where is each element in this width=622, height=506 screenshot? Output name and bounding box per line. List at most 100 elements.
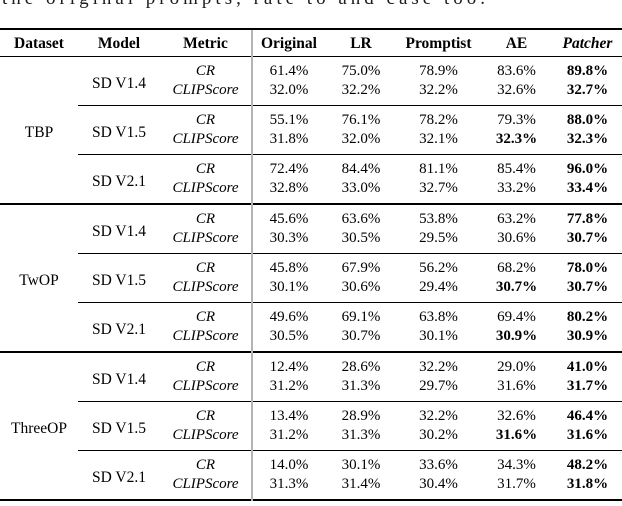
value-cell-lr: 30.5% xyxy=(341,230,381,246)
value-cell-ae: 33.2% xyxy=(497,180,536,196)
value-cell-promptist: 32.7% xyxy=(419,180,458,196)
table-row: SD V2.1 CR 72.4% 84.4% 81.1% 85.4% 96.0% xyxy=(0,154,622,204)
table-row: SD V2.1 CR 14.0% 30.1% 33.6% 34.3% 48.2% xyxy=(0,450,622,500)
value-cell-patcher: 31.8% xyxy=(566,476,609,492)
metric-cell: CLIPScore xyxy=(172,476,239,492)
model-cell: SD V2.1 xyxy=(78,450,160,500)
value-cell-ae: 68.2% xyxy=(480,253,553,278)
value-cell-promptist: 29.5% xyxy=(419,230,458,246)
value-cell-ae: 63.2% xyxy=(480,203,553,229)
header-ae: AE xyxy=(480,28,553,57)
value-cell-ae: 69.4% xyxy=(480,302,553,327)
value-cell-original: 31.2% xyxy=(251,426,325,451)
value-cell-ae: 31.6% xyxy=(495,427,538,443)
value-cell-original: 32.0% xyxy=(251,81,325,106)
value-cell-promptist: 30.2% xyxy=(419,427,458,443)
clipped-caption-text: the original prompts, rate to and case t… xyxy=(2,0,620,11)
value-cell-lr: 76.1% xyxy=(325,105,397,130)
header-original: Original xyxy=(251,28,325,57)
value-cell-patcher: 41.0% xyxy=(553,351,622,377)
value-cell-promptist: 53.8% xyxy=(397,203,480,229)
metric-cell: CR xyxy=(160,302,252,327)
value-cell-lr: 31.4% xyxy=(341,476,381,492)
header-model: Model xyxy=(78,28,160,57)
value-cell-lr: 30.6% xyxy=(341,279,381,295)
value-cell-patcher: 77.8% xyxy=(553,203,622,229)
dataset-cell: TBP xyxy=(24,124,54,141)
table-row: CLIPScore 30.1% 30.6% 29.4% 30.7% 30.7% xyxy=(0,278,622,303)
table-row: CLIPScore 30.3% 30.5% 29.5% 30.6% 30.7% xyxy=(0,229,622,254)
value-cell-original: 45.8% xyxy=(251,253,325,278)
value-cell-ae: 32.6% xyxy=(480,401,553,426)
value-cell-lr: 67.9% xyxy=(325,253,397,278)
value-cell-ae: 34.3% xyxy=(480,450,553,475)
value-cell-promptist: 29.4% xyxy=(419,279,458,295)
value-cell-promptist: 78.9% xyxy=(419,63,458,79)
dataset-cell: TwOP xyxy=(0,203,78,352)
table-row: CLIPScore 32.0% 32.2% 32.2% 32.6% 32.7% xyxy=(0,81,622,106)
dataset-cell: ThreeOP xyxy=(0,351,78,500)
value-cell-ae: 79.3% xyxy=(480,105,553,130)
value-cell-promptist: 30.4% xyxy=(419,476,458,492)
value-cell-original: 32.8% xyxy=(251,179,325,204)
model-cell: SD V1.5 xyxy=(78,253,160,303)
table-row: ThreeOP SD V1.4 CR 12.4% 28.6% 32.2% 29.0% 41.0… xyxy=(0,351,622,500)
value-cell-original: 30.5% xyxy=(251,327,325,352)
model-cell: SD V1.4 xyxy=(92,75,146,92)
value-cell-original: 30.3% xyxy=(251,229,325,254)
value-cell-promptist: 32.2% xyxy=(419,82,458,98)
header-row: Dataset Model Metric Original LR Prompti… xyxy=(0,28,622,57)
header-patcher: Patcher xyxy=(553,28,622,57)
table-row: TwOP SD V1.4 CR 45.6% 63.6% 53.8% 63.2% 77.8% xyxy=(0,203,622,352)
metric-cell: CR xyxy=(160,351,252,377)
value-cell-promptist: 32.2% xyxy=(397,351,480,377)
value-cell-lr: 63.6% xyxy=(325,203,397,229)
value-cell-patcher: 78.0% xyxy=(553,253,622,278)
value-cell-original: 13.4% xyxy=(251,401,325,426)
value-cell-original: 30.1% xyxy=(251,278,325,303)
metric-cell: CLIPScore xyxy=(172,378,239,394)
table-row: CLIPScore 31.2% 31.3% 29.7% 31.6% 31.7% xyxy=(0,377,622,402)
table-row: TBP SD V1.4 CR 61.4% 75.0% 78.9% 83.6% 89.8% xyxy=(0,56,622,141)
value-cell-ae: 32.3% xyxy=(495,131,538,147)
metric-cell: CR xyxy=(160,401,252,426)
value-cell-patcher: 88.0% xyxy=(553,105,622,130)
header-dataset: Dataset xyxy=(0,28,78,57)
value-cell-lr: 84.4% xyxy=(325,154,397,179)
value-cell-patcher: 30.7% xyxy=(566,279,609,295)
header-metric: Metric xyxy=(160,28,252,57)
metric-cell: CR xyxy=(160,450,252,475)
value-cell-lr: 32.0% xyxy=(341,131,381,147)
value-cell-patcher: 30.7% xyxy=(566,230,609,246)
value-cell-patcher: 30.9% xyxy=(566,328,609,344)
value-cell-lr: 28.9% xyxy=(325,401,397,426)
table-row: CLIPScore 31.8% 32.0% 32.1% 32.3% 32.3% xyxy=(0,130,622,155)
value-cell-original: 31.8% xyxy=(251,130,325,155)
model-cell: SD V1.4 xyxy=(78,203,160,254)
header-lr: LR xyxy=(325,28,397,57)
table-row: CLIPScore 31.2% 31.3% 30.2% 31.6% 31.6% xyxy=(0,426,622,451)
table-row: CLIPScore 31.3% 31.4% 30.4% 31.7% 31.8% xyxy=(0,475,622,500)
table-row: SD V2.1 CR 49.6% 69.1% 63.8% 69.4% 80.2% xyxy=(0,302,622,352)
value-cell-lr: 28.6% xyxy=(325,351,397,377)
value-cell-original: 55.1% xyxy=(251,105,325,130)
metric-cell: CLIPScore xyxy=(172,279,239,295)
value-cell-original: 14.0% xyxy=(251,450,325,475)
value-cell-lr: 30.7% xyxy=(341,328,381,344)
value-cell-patcher: 80.2% xyxy=(553,302,622,327)
value-cell-ae: 32.6% xyxy=(497,82,536,98)
model-cell: SD V1.5 xyxy=(78,105,160,155)
value-cell-original: 31.2% xyxy=(251,377,325,402)
metric-cell: CLIPScore xyxy=(172,180,239,196)
value-cell-original: 12.4% xyxy=(251,351,325,377)
value-cell-promptist: 32.1% xyxy=(419,131,458,147)
value-cell-original: 49.6% xyxy=(251,302,325,327)
header-promptist: Promptist xyxy=(397,28,480,57)
value-cell-patcher: 33.4% xyxy=(566,180,609,196)
value-cell-ae: 83.6% xyxy=(497,63,536,79)
metric-cell: CLIPScore xyxy=(172,131,239,147)
metric-cell: CR xyxy=(160,105,252,130)
value-cell-ae: 31.7% xyxy=(497,476,536,492)
value-cell-promptist: 30.1% xyxy=(419,328,458,344)
results-table: Dataset Model Metric Original LR Prompti… xyxy=(0,28,622,501)
